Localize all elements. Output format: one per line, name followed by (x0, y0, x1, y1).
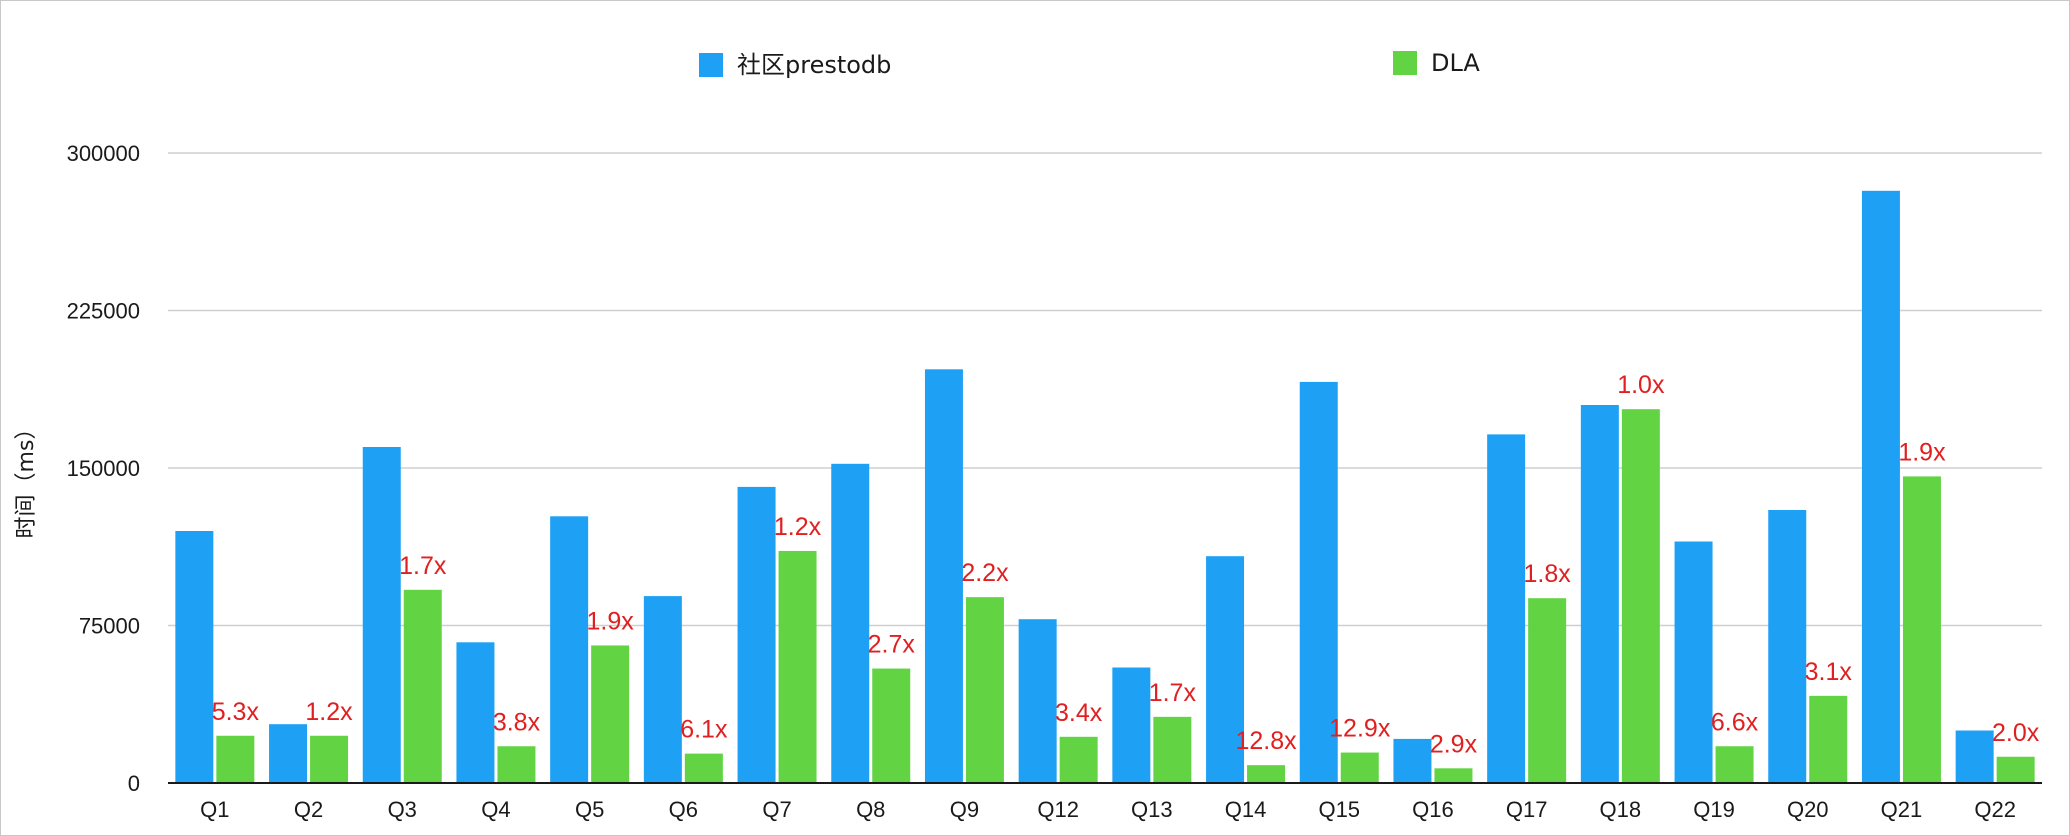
legend-swatch (1393, 51, 1417, 75)
bar-dla (872, 668, 911, 783)
bar-prestodb (1018, 619, 1057, 783)
bar-prestodb (1674, 541, 1713, 783)
x-tick-label: Q8 (856, 797, 885, 822)
x-tick-label: Q4 (481, 797, 510, 822)
bar-prestodb (175, 531, 214, 783)
bar-prestodb (924, 369, 963, 783)
bar-dla (1902, 476, 1941, 783)
ratio-label: 5.3x (212, 698, 260, 726)
x-tick-label: Q19 (1693, 797, 1735, 822)
bar-dla (310, 735, 349, 783)
ratio-label: 1.2x (774, 513, 822, 541)
bar-prestodb (737, 486, 776, 783)
bar-dla (591, 645, 630, 783)
bar-prestodb (550, 516, 589, 783)
bar-dla (1996, 756, 2035, 783)
ratio-label: 6.1x (680, 716, 728, 744)
x-tick-label: Q2 (294, 797, 323, 822)
bar-dla (965, 597, 1004, 783)
x-tick-label: Q3 (388, 797, 417, 822)
x-tick-label: Q20 (1787, 797, 1829, 822)
bar-prestodb (456, 642, 495, 783)
ratio-label: 2.9x (1430, 730, 1478, 758)
bar-dla (778, 550, 817, 783)
x-tick-label: Q13 (1131, 797, 1173, 822)
bar-prestodb (1393, 738, 1432, 783)
ratio-label: 6.6x (1711, 708, 1759, 736)
bar-dla (684, 753, 723, 783)
y-tick-label: 0 (128, 771, 140, 796)
ratio-label: 2.2x (961, 559, 1009, 587)
bar-dla (1528, 598, 1567, 783)
bar-dla (1621, 409, 1660, 783)
bar-prestodb (831, 463, 870, 783)
bar-dla (1809, 695, 1848, 783)
x-tick-label: Q22 (1974, 797, 2016, 822)
y-tick-label: 225000 (67, 299, 140, 324)
bar-dla (1340, 752, 1379, 783)
y-axis-ticks: 0 75000 150000 225000 300000 (67, 141, 140, 796)
bar-dla (1715, 746, 1754, 783)
bar-dla (1247, 765, 1286, 783)
ratio-label: 12.8x (1235, 727, 1297, 755)
x-tick-label: Q5 (575, 797, 604, 822)
bar-prestodb (269, 724, 308, 783)
x-tick-label: Q14 (1225, 797, 1267, 822)
y-tick-label: 75000 (79, 614, 140, 639)
ratio-label: 1.9x (1898, 438, 1946, 466)
bar-dla (216, 735, 255, 783)
y-tick-label: 300000 (67, 141, 140, 166)
bar-prestodb (1955, 730, 1994, 783)
x-tick-label: Q9 (950, 797, 979, 822)
ratio-label: 2.0x (1992, 719, 2040, 747)
ratio-label: 1.2x (305, 698, 353, 726)
ratio-label: 2.7x (868, 631, 916, 659)
x-tick-label: Q17 (1506, 797, 1548, 822)
bar-prestodb (1112, 667, 1151, 783)
bar-dla (1059, 736, 1098, 783)
bar-prestodb (1206, 556, 1245, 783)
x-tick-label: Q7 (762, 797, 791, 822)
bar-prestodb (1580, 405, 1619, 783)
legend-swatch (699, 53, 723, 77)
bar-dla (1153, 716, 1192, 783)
y-axis-label: 时间（ms） (14, 418, 39, 539)
legend: 社区prestodb DLA (699, 49, 1480, 79)
ratio-label: 12.9x (1329, 715, 1391, 743)
legend-label: DLA (1431, 49, 1480, 77)
bar-prestodb (1768, 510, 1807, 783)
x-tick-label: Q21 (1881, 797, 1923, 822)
x-tick-label: Q12 (1037, 797, 1079, 822)
ratio-label: 1.0x (1617, 371, 1665, 399)
x-tick-label: Q1 (200, 797, 229, 822)
ratio-label: 3.4x (1055, 699, 1103, 727)
bar-dla (403, 589, 442, 783)
bars (175, 190, 2035, 784)
ratio-annotations: 5.3x 1.2x 1.7x 3.8x 1.9x 6.1x 1.2x 2.7x 2.2x 3.4x… (212, 371, 2040, 758)
ratio-label: 1.8x (1524, 560, 1572, 588)
bar-dla (1434, 768, 1473, 783)
x-tick-label: Q18 (1600, 797, 1642, 822)
gridlines (168, 152, 2042, 627)
bar-prestodb (643, 596, 682, 783)
bar-prestodb (1861, 190, 1900, 784)
y-tick-label: 150000 (67, 456, 140, 481)
ratio-label: 3.1x (1805, 658, 1853, 686)
bar-dla (497, 746, 536, 783)
bar-prestodb (1487, 434, 1526, 783)
x-tick-label: Q6 (669, 797, 698, 822)
ratio-label: 1.9x (587, 607, 635, 635)
ratio-label: 1.7x (399, 552, 447, 580)
legend-label: 社区prestodb (737, 51, 891, 79)
bar-prestodb (362, 447, 401, 783)
x-tick-label: Q15 (1318, 797, 1360, 822)
x-tick-label: Q16 (1412, 797, 1454, 822)
bar-prestodb (1299, 381, 1338, 783)
x-axis-ticks: Q1 Q2 Q3 Q4 Q5 Q6 Q7 Q8 Q9 Q12 Q13 Q14 Q15 Q16 Q17 Q18 Q… (200, 797, 2016, 822)
ratio-label: 3.8x (493, 708, 541, 736)
ratio-label: 1.7x (1149, 679, 1197, 707)
